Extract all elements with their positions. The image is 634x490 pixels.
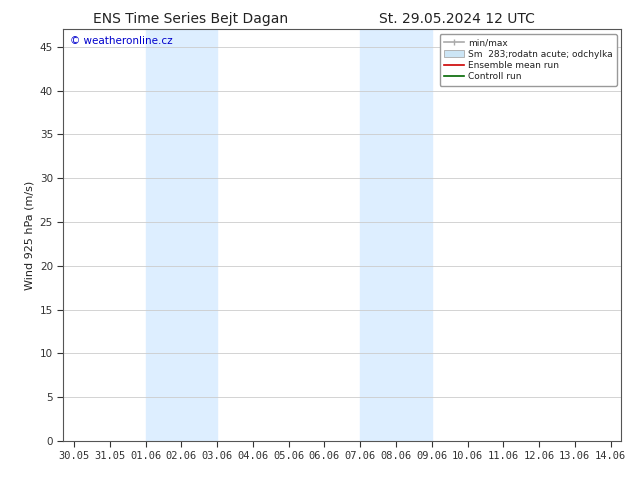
Text: ENS Time Series Bejt Dagan: ENS Time Series Bejt Dagan bbox=[93, 12, 288, 26]
Text: St. 29.05.2024 12 UTC: St. 29.05.2024 12 UTC bbox=[378, 12, 534, 26]
Bar bbox=[360, 29, 432, 441]
Text: © weatheronline.cz: © weatheronline.cz bbox=[70, 36, 172, 46]
Y-axis label: Wind 925 hPa (m/s): Wind 925 hPa (m/s) bbox=[24, 181, 34, 290]
Bar bbox=[146, 29, 217, 441]
Legend: min/max, Sm  283;rodatn acute; odchylka, Ensemble mean run, Controll run: min/max, Sm 283;rodatn acute; odchylka, … bbox=[440, 34, 617, 86]
